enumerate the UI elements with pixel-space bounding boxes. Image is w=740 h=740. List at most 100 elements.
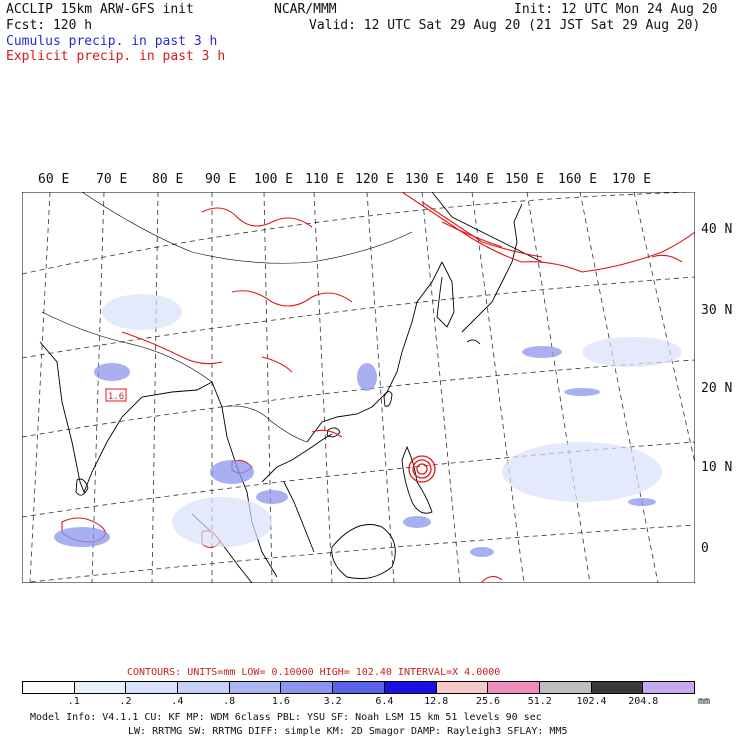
init-time: Init: 12 UTC Mon 24 Aug 20 [514, 2, 718, 17]
explicit-legend-label: Explicit precip. in past 3 h [6, 49, 226, 64]
model-info-line1: Model Info: V4.1.1 CU: KF MP: WDM 6class… [30, 712, 542, 723]
legend-swatch [126, 682, 179, 693]
precip-patch [172, 497, 272, 547]
legend-unit: mm [698, 696, 711, 707]
precip-patch [54, 527, 110, 547]
meridian-line [579, 192, 659, 583]
precip-contour [651, 254, 683, 263]
precip-patch [357, 363, 377, 391]
japan [461, 203, 523, 333]
border [81, 192, 413, 264]
hainan [326, 427, 341, 438]
precip-contour [441, 221, 503, 248]
legend-swatch [384, 682, 437, 693]
legend-swatch [591, 682, 644, 693]
precip-patch [102, 294, 182, 330]
model-title: ACCLIP 15km ARW-GFS init [6, 2, 194, 17]
legend-tick-label: 51.2 [527, 696, 552, 707]
forecast-hour: Fcst: 120 h [6, 18, 93, 33]
color-legend [22, 681, 695, 694]
lon-label: 170 E [612, 172, 652, 187]
legend-tick-label: 3.2 [323, 696, 342, 707]
precip-patch [403, 516, 431, 528]
precip-patch [502, 442, 662, 502]
meridian-line [471, 192, 525, 583]
korea [436, 261, 455, 328]
lon-label: 140 E [455, 172, 495, 187]
sri-lanka [75, 478, 89, 496]
meridian-line [29, 192, 51, 583]
legend-swatch [488, 682, 540, 693]
meridian-line [151, 192, 159, 583]
parallel-line [22, 359, 695, 438]
meridian-line [313, 192, 333, 583]
lon-label: 130 E [405, 172, 445, 187]
precip-contour [261, 356, 293, 373]
legend-tick-label: 6.4 [375, 696, 394, 707]
lon-label: 80 E [152, 172, 184, 187]
map-frame [22, 192, 695, 583]
legend-swatch [333, 682, 385, 693]
precip-patch [628, 498, 656, 506]
typhoon-contours [408, 455, 436, 483]
lon-label: 60 E [38, 172, 70, 187]
precip-contour [481, 575, 503, 583]
cumulus-precip [54, 346, 656, 557]
precipitation-map: 1.6 [22, 192, 695, 583]
lat-label: 0 [701, 541, 709, 556]
precip-contour [401, 192, 695, 273]
precip-contour [121, 331, 223, 365]
legend-tick-label: 102.4 [576, 696, 607, 707]
legend-swatch [436, 682, 489, 693]
precip-patch [522, 346, 562, 358]
legend-tick-label: .4 [171, 696, 184, 707]
legend-swatch [178, 682, 230, 693]
precip-contour [421, 201, 543, 258]
legend-swatch [229, 682, 282, 693]
lon-label: 160 E [558, 172, 598, 187]
borneo [331, 524, 396, 580]
typhoon-ring [412, 459, 432, 479]
contours-info: CONTOURS: UNITS=mm LOW= 0.10000 HIGH= 10… [127, 667, 501, 678]
precip-contour [311, 429, 343, 438]
kyushu [466, 339, 481, 345]
taiwan [383, 391, 393, 407]
philippines [401, 445, 433, 514]
russia-coast [431, 192, 543, 263]
legend-tick-label: 1.6 [271, 696, 290, 707]
max-value-label: 1.6 [108, 392, 124, 402]
precip-contour [201, 207, 313, 228]
legend-swatch [74, 682, 127, 693]
typhoon-ring [408, 455, 436, 483]
max-value-box [105, 388, 127, 402]
light-precip [102, 294, 682, 547]
valid-time: Valid: 12 UTC Sat 29 Aug 20 (21 JST Sat … [309, 18, 701, 33]
lon-label: 70 E [96, 172, 128, 187]
legend-tick-label: .8 [223, 696, 236, 707]
precip-contour [231, 290, 353, 307]
border [41, 311, 213, 383]
precip-patch [582, 337, 682, 367]
legend-tick-label: 12.8 [424, 696, 449, 707]
parallel-line [22, 524, 695, 583]
center-label: NCAR/MMM [274, 2, 337, 17]
lat-label: 10 N [701, 460, 733, 475]
precip-patch [94, 363, 130, 381]
meridian-line [366, 192, 395, 583]
meridian-line [91, 192, 105, 583]
cumulus-legend-label: Cumulus precip. in past 3 h [6, 34, 218, 49]
india-coast [39, 341, 213, 494]
legend-swatch [23, 682, 75, 693]
china-coast [306, 261, 443, 443]
lon-label: 120 E [355, 172, 395, 187]
legend-tick-label: 204.8 [628, 696, 659, 707]
legend-swatch [281, 682, 334, 693]
legend-tick-label: 25.6 [475, 696, 501, 707]
precip-patch [210, 460, 254, 484]
legend-swatch [643, 682, 694, 693]
parallel-line [22, 276, 695, 359]
precip-patch [470, 547, 494, 557]
lon-label: 110 E [305, 172, 345, 187]
lon-label: 90 E [205, 172, 237, 187]
lon-label: 100 E [254, 172, 294, 187]
